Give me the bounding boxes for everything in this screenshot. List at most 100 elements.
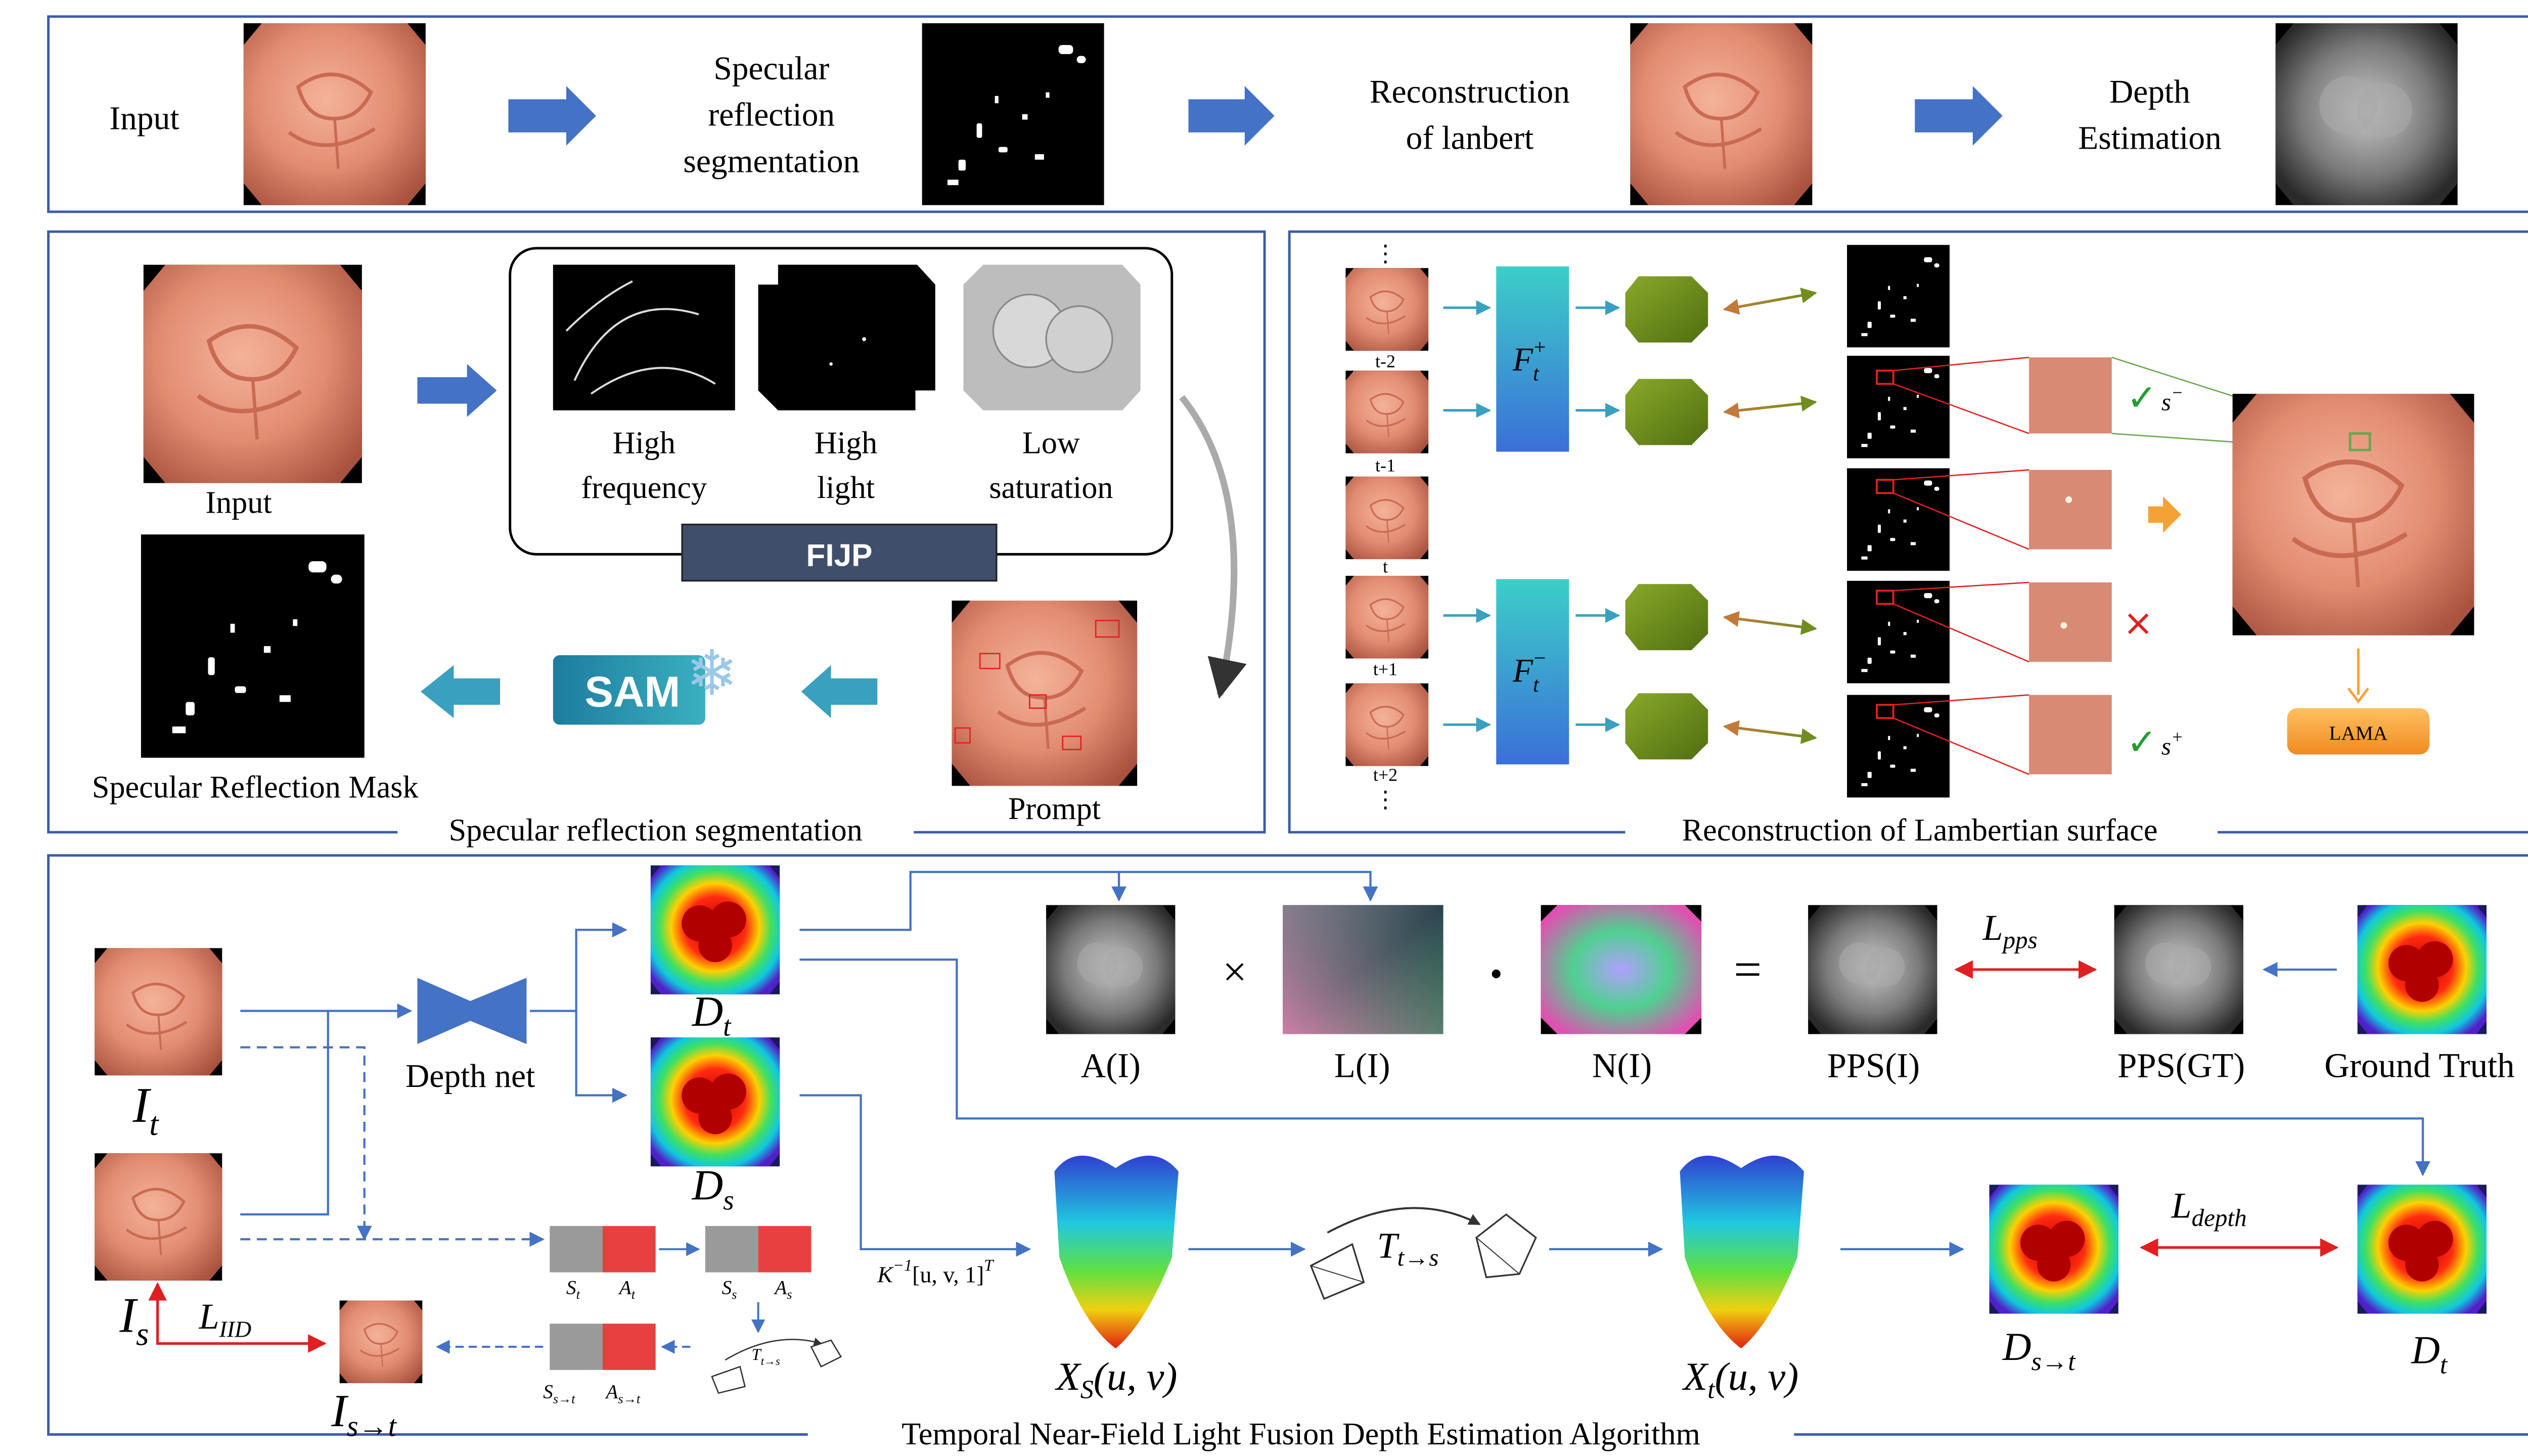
frame-t-2	[1344, 268, 1430, 351]
sam-to-mask-arrow	[421, 665, 501, 718]
pipeline-input-image	[244, 23, 426, 205]
patch-to-result-arrow	[2148, 496, 2182, 533]
lambertian-result-image	[2233, 394, 2474, 635]
arrow-Dt-to-Dt2	[799, 959, 2430, 1176]
patch-1	[2029, 357, 2112, 434]
Dst-image	[1989, 1185, 2118, 1314]
It-image	[95, 948, 222, 1075]
frame-label-t+1: t+1	[1373, 659, 1397, 679]
arrow-feat-mask-4	[1723, 720, 1818, 744]
fijp-bar	[681, 523, 998, 582]
GT-image	[2357, 905, 2487, 1034]
depthnet-label: Depth net	[405, 1058, 535, 1095]
zoom-box-4	[1876, 704, 1894, 719]
A-image	[1046, 905, 1176, 1034]
zoom-line-1b	[1893, 383, 2029, 434]
hl-image	[758, 264, 935, 411]
pipeline-input-label: Input	[109, 100, 179, 136]
frame-label-t-2: t-2	[1375, 351, 1395, 372]
mask-t+1	[1847, 580, 1950, 684]
small-camera-icon	[711, 1338, 842, 1394]
ls-label-1: Low	[1022, 426, 1080, 461]
frame-t+2	[1344, 683, 1430, 766]
lamb-title: Reconstruction of Lambertian surface	[1682, 813, 2158, 848]
pipeline-arrow-1	[508, 86, 596, 146]
depthnet-shape	[417, 978, 527, 1044]
Dt2-label: Dt	[2411, 1328, 2448, 1380]
Ast-image	[603, 1324, 656, 1370]
Sst-label: Ss→t	[543, 1381, 575, 1406]
As-image	[758, 1226, 811, 1272]
Dt-image	[650, 865, 780, 994]
fminus-label: Ft−	[1512, 647, 1547, 697]
seg-mask-label: Specular Reflection Mask	[92, 770, 419, 804]
fminus-box	[1496, 579, 1569, 764]
arrow-Ds-to-Xs	[799, 1094, 1031, 1257]
frame-t+1	[1344, 575, 1430, 659]
hf-label-1: High	[613, 426, 675, 461]
sam-label: SAM	[584, 668, 680, 716]
feature-2	[1625, 379, 1708, 445]
Xt-label: Xt(u, v)	[1682, 1354, 1798, 1404]
Liid-label: LIID	[198, 1296, 251, 1342]
times-symbol: ×	[1223, 948, 1247, 996]
pipeline-recon-line2: of lanbert	[1406, 120, 1534, 157]
pipeline-arrow-3	[1915, 86, 2003, 146]
zoom-line-4b	[1893, 717, 2029, 775]
cross-icon: ×	[2123, 602, 2153, 644]
temporal-title-bg	[807, 1411, 1794, 1454]
arrow-feat-mask-3	[1723, 611, 1818, 635]
mask-t+2	[1847, 695, 1950, 798]
prompt-label: Prompt	[1008, 792, 1101, 826]
seg-title: Specular reflection segmentation	[449, 813, 863, 848]
zoom-line-2a	[1893, 469, 2029, 481]
pipeline-specular-line2: reflection	[708, 97, 835, 133]
Dst-label: Ds→t	[2002, 1325, 2076, 1376]
PPSGT-label: PPS(GT)	[2117, 1046, 2245, 1085]
Ist-image	[338, 1300, 424, 1383]
hf-image	[553, 264, 735, 411]
depthnet-input-bracket	[240, 1010, 329, 1216]
hl-label-1: High	[815, 426, 877, 461]
equals-symbol: =	[1734, 943, 1762, 997]
seg-mask-image	[141, 534, 365, 758]
result-to-lama-arrowhead	[2347, 687, 2369, 704]
Lpps-label: Lpps	[1982, 907, 2037, 953]
dot-symbol: •	[1490, 954, 1503, 994]
N-image	[1541, 905, 1702, 1034]
check-icon-2: ✓	[2127, 720, 2157, 763]
pipeline-arrow-2	[1188, 86, 1275, 146]
s-minus-label: s−	[2161, 383, 2183, 416]
lama-label: LAMA	[2329, 722, 2388, 744]
GT-label: Ground Truth	[2324, 1046, 2514, 1085]
pipeline-mask-image	[922, 23, 1104, 205]
frame-label-t-1: t-1	[1375, 456, 1395, 476]
frame-label-t+2: t+2	[1373, 765, 1397, 785]
pipeline-recon-line1: Reconstruction	[1370, 74, 1570, 110]
frame-t-1	[1344, 371, 1430, 453]
arrow-depthnet-Ds	[575, 1011, 627, 1103]
seg-input-label: Input	[205, 486, 272, 520]
prompt-to-sam-arrow	[801, 665, 878, 718]
zoom-box-1	[1876, 370, 1894, 385]
Ds-image	[650, 1037, 780, 1167]
Ist-label: Is→t	[331, 1385, 397, 1443]
mask-t-1	[1847, 355, 1950, 459]
St-label: St	[566, 1277, 580, 1302]
zoom-line-1a	[1893, 356, 2029, 372]
temporal-title: Temporal Near-Field Light Fusion Depth E…	[901, 1417, 1700, 1451]
L-image	[1283, 905, 1443, 1034]
arrow-feat-mask-1	[1723, 287, 1818, 315]
pipeline-frame	[47, 15, 2528, 213]
zoom-box-2	[1876, 479, 1894, 494]
hf-label-2: frequency	[581, 471, 707, 505]
pipeline-panel: Input Specular reflection segmentation R…	[47, 15, 2528, 213]
lamb-panel: ⋮ t-2 t-1 t t+1 t+2 ⋮ Ft+ Ft− ✓ s	[1288, 230, 2528, 852]
zoom-box-3	[1876, 589, 1894, 605]
PPSI-label: PPS(I)	[1827, 1046, 1920, 1085]
Kinv-label: K−1[u, v, 1]T	[877, 1256, 995, 1287]
pipeline-depth-line1: Depth	[2109, 74, 2190, 110]
snowflake-icon: ❄	[686, 638, 738, 710]
seg-panel: Input High frequency High light Low satu…	[47, 230, 1266, 852]
